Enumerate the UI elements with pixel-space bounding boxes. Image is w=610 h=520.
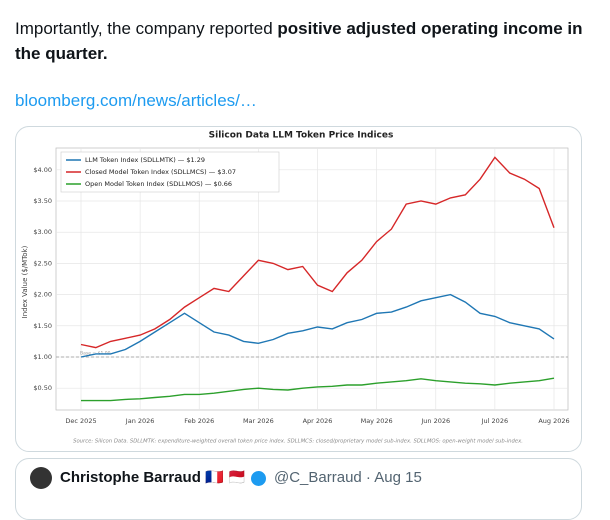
legend-label: Open Model Token Index (SDLLMOS) — $0.66 [85, 180, 232, 188]
quoted-post[interactable]: Christophe Barraud 🇫🇷 🇲🇨 @C_Barraud · Au… [15, 458, 582, 520]
verified-badge [251, 471, 266, 486]
quoted-author: Christophe Barraud 🇫🇷 🇲🇨 [60, 469, 247, 486]
x-tick-label: May 2026 [361, 417, 393, 425]
y-tick-label: $1.00 [33, 353, 52, 361]
y-axis-label: Index Value ($/MTok) [21, 245, 29, 318]
avatar [30, 467, 52, 489]
y-tick-label: $2.50 [33, 259, 52, 267]
series-line [80, 156, 555, 349]
y-tick-label: $3.50 [33, 197, 52, 205]
chart: Silicon Data LLM Token Price Indices Ind… [21, 131, 570, 445]
y-tick-label: $2.00 [33, 291, 52, 299]
x-tick-label: Jun 2026 [420, 417, 450, 425]
chart-title: Silicon Data LLM Token Price Indices [209, 131, 394, 141]
page: Importantly, the company reported positi… [15, 16, 590, 520]
series-line [81, 377, 555, 402]
legend-label: LLM Token Index (SDLLMTK) — $1.29 [85, 156, 205, 164]
x-tick-label: Apr 2026 [303, 417, 333, 425]
quoted-meta: @C_Barraud · Aug 15 [274, 469, 422, 486]
x-tick-label: Aug 2026 [538, 417, 569, 425]
legend-label: Closed Model Token Index (SDLLMCS) — $3.… [85, 168, 236, 176]
y-tick-label: $0.50 [33, 384, 52, 392]
series-line [80, 293, 555, 358]
source-note: Source: Silicon Data. SDLLMTK: expenditu… [73, 439, 523, 445]
y-tick-label: $4.00 [33, 166, 52, 174]
post-text-bold: positive adjusted operating income in th… [15, 19, 583, 63]
legend-box [60, 151, 280, 193]
x-tick-label: Jul 2026 [481, 417, 508, 425]
post-link[interactable]: bloomberg.com/news/articles/… [15, 91, 257, 110]
chart-card[interactable]: Silicon Data LLM Token Price Indices Ind… [15, 126, 582, 452]
post-text-plain: Importantly, the company reported [15, 19, 278, 38]
post-text: Importantly, the company reported positi… [15, 16, 590, 66]
x-tick-label: Dec 2025 [65, 417, 96, 425]
y-tick-label: $1.50 [33, 322, 52, 330]
x-tick-label: Jan 2026 [125, 417, 155, 425]
x-tick-label: Mar 2026 [243, 417, 274, 425]
y-tick-label: $3.00 [33, 228, 52, 236]
x-tick-label: Feb 2026 [184, 417, 214, 425]
